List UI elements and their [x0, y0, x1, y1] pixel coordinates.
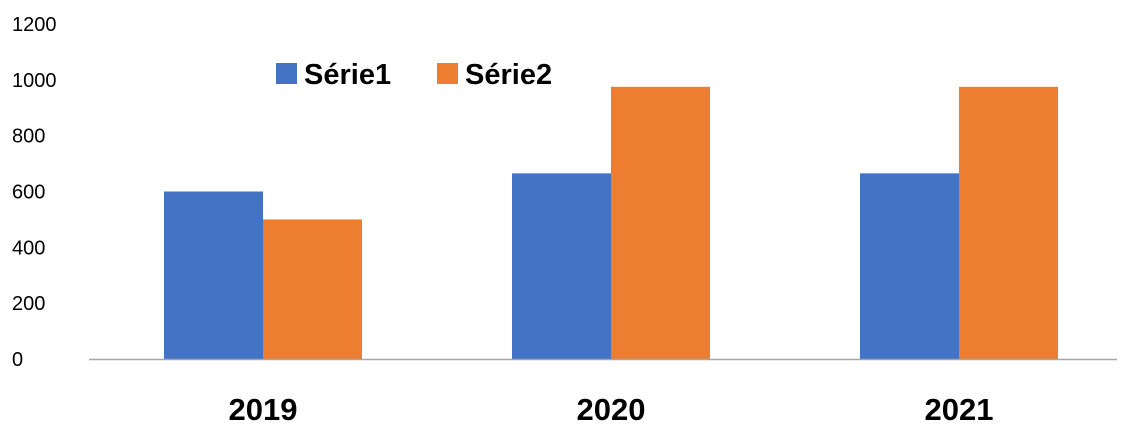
y-axis-ticks: 0 200 400 600 800 1000 1200 — [12, 14, 57, 371]
bars — [164, 86, 1058, 359]
y-tick-label: 200 — [12, 293, 45, 315]
legend-label: Série1 — [304, 59, 391, 91]
bar-2020-series-2 — [611, 86, 710, 359]
y-tick-label: 600 — [12, 182, 45, 204]
x-tick-label: 2019 — [229, 392, 298, 423]
bar-2021-series-1 — [860, 173, 959, 359]
legend: Série1 Série2 — [276, 59, 552, 91]
x-tick-label: 2021 — [925, 392, 994, 423]
x-tick-label: 2020 — [577, 392, 646, 423]
bar-2020-series-1 — [512, 173, 611, 359]
legend-swatch — [276, 63, 297, 84]
bar-2021-series-2 — [959, 86, 1058, 359]
y-tick-label: 400 — [12, 237, 45, 259]
y-tick-label: 800 — [12, 126, 45, 148]
bar-2019-series-2 — [263, 219, 362, 359]
legend-label: Série2 — [465, 59, 552, 91]
y-tick-label: 1000 — [12, 70, 57, 92]
y-tick-label: 0 — [12, 349, 23, 371]
y-tick-label: 1200 — [12, 14, 57, 36]
x-axis-ticks: 2019 2020 2021 — [229, 392, 994, 427]
legend-swatch — [437, 63, 458, 84]
bar-2019-series-1 — [164, 191, 263, 359]
